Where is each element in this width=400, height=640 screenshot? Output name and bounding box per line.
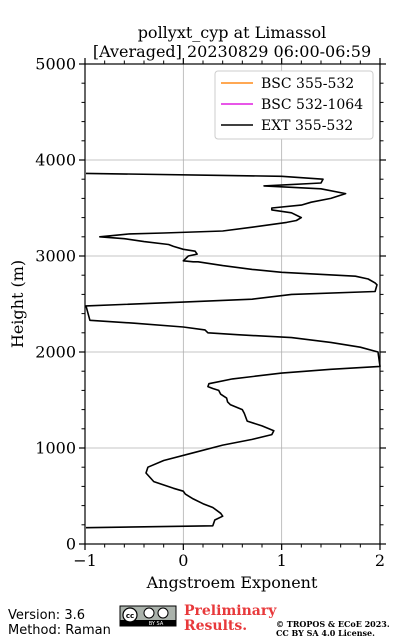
chart-title-line2: [Averaged] 20230829 06:00-06:59: [93, 42, 371, 61]
copyright-text: © TROPOS & ECoE 2023.: [276, 619, 390, 629]
x-axis-label: Angstroem Exponent: [146, 573, 318, 592]
results-text: Results.: [184, 618, 247, 634]
chart-title-line1: pollyxt_cyp at Limassol: [138, 23, 327, 42]
x-tick-label: 0: [178, 551, 188, 570]
by-icon: [143, 607, 155, 619]
y-tick-label: 5000: [35, 55, 76, 74]
cc-icon: [122, 607, 138, 623]
sa-icon: [157, 607, 169, 619]
cc-license-badge: cc BY SA: [119, 605, 177, 627]
series-line-ext-355-532: [85, 172, 381, 529]
y-tick-label: 2000: [35, 343, 76, 362]
method-text: Method: Raman: [8, 623, 111, 638]
y-tick-label: 4000: [35, 151, 76, 170]
preliminary-text: Preliminary: [184, 603, 277, 619]
svg-text:cc: cc: [126, 612, 134, 620]
license-text: CC BY SA 4.0 License.: [276, 628, 375, 638]
series-layer: [85, 172, 381, 529]
x-tick-label: 2: [375, 551, 385, 570]
x-tick-label: 1: [277, 551, 287, 570]
legend-label-bsc-532-1064: BSC 532-1064: [261, 97, 363, 113]
y-axis-label: Height (m): [8, 260, 27, 348]
svg-text:BY SA: BY SA: [149, 621, 164, 627]
y-tick-label: 0: [66, 535, 76, 554]
y-tick-label: 1000: [35, 439, 76, 458]
axes-frame: [84, 63, 381, 545]
legend: BSC 355-532 BSC 532-1064 EXT 355-532: [214, 70, 374, 140]
x-tick-label: −1: [73, 551, 97, 570]
version-text: Version: 3.6: [8, 608, 85, 623]
y-tick-label: 3000: [35, 247, 76, 266]
legend-box: [214, 70, 374, 140]
legend-label-ext-355-532: EXT 355-532: [261, 118, 353, 134]
legend-label-bsc-355-532: BSC 355-532: [261, 76, 354, 92]
